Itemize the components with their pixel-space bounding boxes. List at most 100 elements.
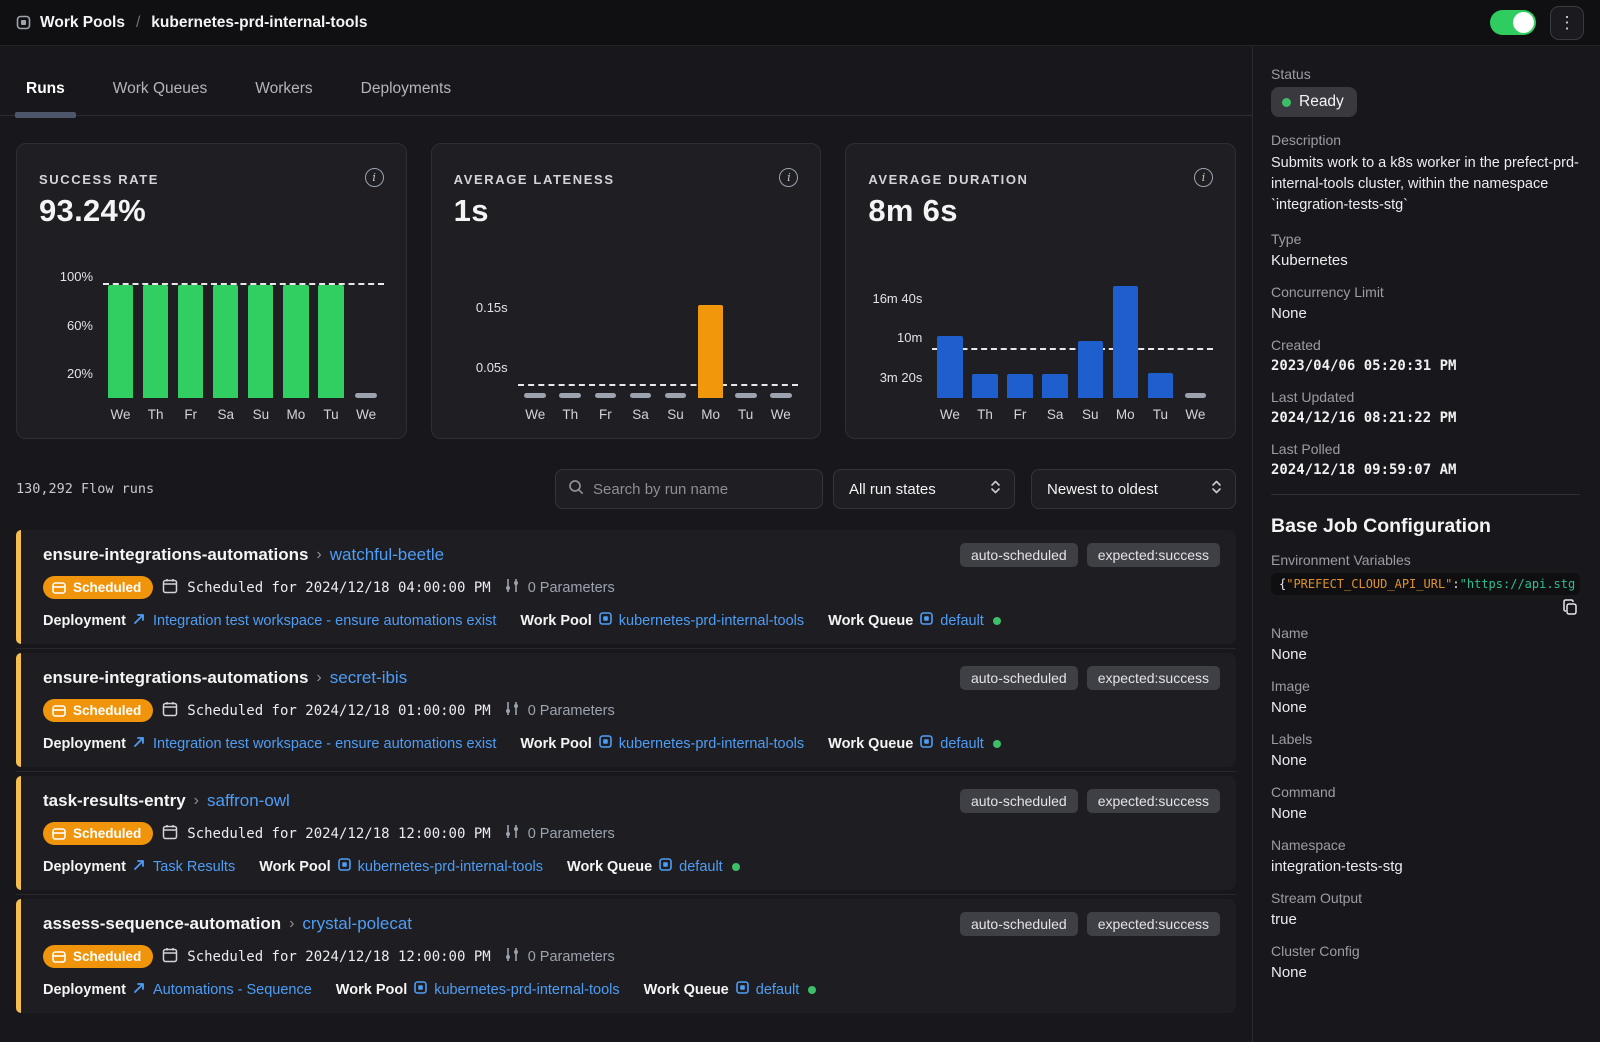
- success-rate-chart: 100%60%20%WeThFrSaSuMoTuWe: [39, 270, 384, 422]
- work-pool-link[interactable]: kubernetes-prd-internal-tools: [619, 736, 804, 752]
- work-pool-label: Work Pool: [520, 736, 591, 752]
- work-queue-chip-icon: [920, 612, 933, 629]
- work-queue-link[interactable]: default: [756, 982, 800, 998]
- run-states-select[interactable]: All run states: [833, 469, 1015, 509]
- breadcrumb-work-pools[interactable]: Work Pools: [40, 14, 125, 32]
- status-label: Status: [1271, 66, 1580, 82]
- labels-value: None: [1271, 752, 1580, 769]
- description-label: Description: [1271, 132, 1580, 148]
- run-name-link[interactable]: crystal-polecat: [302, 914, 412, 934]
- environment-variables-label: Environment Variables: [1271, 552, 1580, 568]
- work-pool-link[interactable]: kubernetes-prd-internal-tools: [434, 982, 619, 998]
- average-lateness-title: AVERAGE LATENESS: [454, 162, 615, 187]
- scheduled-state-stripe: [16, 653, 21, 767]
- chart-bar: [108, 285, 133, 398]
- work-pool-link[interactable]: kubernetes-prd-internal-tools: [358, 859, 543, 875]
- parameters-count: 0 Parameters: [528, 580, 615, 596]
- deployment-link[interactable]: Automations - Sequence: [153, 982, 312, 998]
- breadcrumb: Work Pools / kubernetes-prd-internal-too…: [16, 14, 367, 32]
- no-data-dash: [630, 393, 652, 398]
- scheduled-time: Scheduled for 2024/12/18 01:00:00 PM: [187, 703, 490, 719]
- scheduled-state-stripe: [16, 776, 21, 890]
- chart-bar: [318, 285, 343, 398]
- state-icon: [52, 704, 66, 718]
- flow-runs-count: 130,292 Flow runs: [16, 481, 154, 497]
- work-queue-link[interactable]: default: [940, 613, 984, 629]
- work-pool-link[interactable]: kubernetes-prd-internal-tools: [619, 613, 804, 629]
- info-icon[interactable]: i: [365, 168, 384, 187]
- breadcrumb-separator: /: [134, 14, 142, 32]
- parameters-icon: [505, 701, 519, 720]
- chart-bar: [1113, 286, 1138, 398]
- tab-workers[interactable]: Workers: [255, 80, 312, 115]
- image-label: Image: [1271, 678, 1580, 694]
- deployment-arrow-icon: [133, 858, 146, 875]
- chart-bar: [143, 285, 168, 398]
- scheduled-state-stripe: [16, 530, 21, 644]
- flow-name: ensure-integrations-automations: [43, 545, 308, 565]
- calendar-icon: [162, 824, 178, 844]
- deployment-link[interactable]: Integration test workspace - ensure auto…: [153, 613, 496, 629]
- average-duration-card: AVERAGE DURATION i 8m 6s 16m 40s10m3m 20…: [845, 143, 1236, 439]
- labels-label: Labels: [1271, 731, 1580, 747]
- tab-deployments-label: Deployments: [361, 80, 451, 97]
- state-badge: Scheduled: [43, 576, 153, 599]
- kebab-menu-button[interactable]: ⋮: [1550, 6, 1584, 40]
- namespace-value: integration-tests-stg: [1271, 858, 1580, 875]
- last-polled-value: 2024/12/18 09:59:07 AM: [1271, 462, 1580, 478]
- work-queue-label: Work Queue: [567, 859, 652, 875]
- tab-runs-label: Runs: [26, 80, 65, 97]
- search-icon: [568, 479, 584, 499]
- chart-bar: [1148, 373, 1173, 398]
- no-data-dash: [770, 393, 792, 398]
- sidebar-divider: [1271, 494, 1580, 495]
- run-search: [555, 469, 823, 509]
- description-value: Submits work to a k8s worker in the pref…: [1271, 153, 1580, 216]
- stream-output-label: Stream Output: [1271, 890, 1580, 906]
- environment-variables-value: {"PREFECT_CLOUD_API_URL":"https://api.st…: [1271, 573, 1580, 595]
- run-name-link[interactable]: watchful-beetle: [330, 545, 444, 565]
- scheduled-time: Scheduled for 2024/12/18 12:00:00 PM: [187, 949, 490, 965]
- queue-healthy-dot: [732, 863, 740, 871]
- search-input[interactable]: [593, 481, 810, 498]
- calendar-icon: [162, 578, 178, 598]
- deployment-link[interactable]: Integration test workspace - ensure auto…: [153, 736, 496, 752]
- work-queue-link[interactable]: default: [679, 859, 723, 875]
- pool-enabled-toggle[interactable]: [1490, 10, 1536, 35]
- chevron-up-down-icon: [990, 479, 1001, 499]
- run-name-link[interactable]: secret-ibis: [330, 668, 407, 688]
- tab-bar: Runs Work Queues Workers Deployments: [0, 46, 1252, 116]
- info-icon[interactable]: i: [1194, 168, 1213, 187]
- info-icon[interactable]: i: [779, 168, 798, 187]
- state-icon: [52, 950, 66, 964]
- work-queue-link[interactable]: default: [940, 736, 984, 752]
- queue-healthy-dot: [808, 986, 816, 994]
- work-queue-chip-icon: [920, 735, 933, 752]
- work-queue-label: Work Queue: [828, 613, 913, 629]
- ready-dot: [1282, 98, 1291, 107]
- success-rate-card: SUCCESS RATE i 93.24% 100%60%20%WeThFrSa…: [16, 143, 407, 439]
- state-badge: Scheduled: [43, 699, 153, 722]
- flow-run-row: assess-sequence-automation › crystal-pol…: [16, 899, 1236, 1013]
- deployment-link[interactable]: Task Results: [153, 859, 235, 875]
- run-name-link[interactable]: saffron-owl: [207, 791, 290, 811]
- tag-badge: auto-scheduled: [960, 912, 1078, 936]
- tab-runs[interactable]: Runs: [26, 80, 65, 115]
- tab-work-queues[interactable]: Work Queues: [113, 80, 207, 115]
- stat-cards: SUCCESS RATE i 93.24% 100%60%20%WeThFrSa…: [0, 116, 1252, 439]
- top-bar: Work Pools / kubernetes-prd-internal-too…: [0, 0, 1600, 46]
- concurrency-limit-label: Concurrency Limit: [1271, 284, 1580, 300]
- last-polled-label: Last Polled: [1271, 441, 1580, 457]
- copy-icon[interactable]: [1562, 599, 1578, 615]
- main-panel: Runs Work Queues Workers Deployments SUC…: [0, 46, 1253, 1042]
- scheduled-time: Scheduled for 2024/12/18 04:00:00 PM: [187, 580, 490, 596]
- work-queue-chip-icon: [736, 981, 749, 998]
- tag-badge: auto-scheduled: [960, 543, 1078, 567]
- work-pool-label: Work Pool: [259, 859, 330, 875]
- created-value: 2023/04/06 05:20:31 PM: [1271, 358, 1580, 374]
- tab-deployments[interactable]: Deployments: [361, 80, 451, 115]
- chart-bar: [698, 305, 723, 398]
- flow-run-list: ensure-integrations-automations › watchf…: [0, 509, 1252, 1013]
- parameters-count: 0 Parameters: [528, 826, 615, 842]
- sort-select[interactable]: Newest to oldest: [1031, 469, 1236, 509]
